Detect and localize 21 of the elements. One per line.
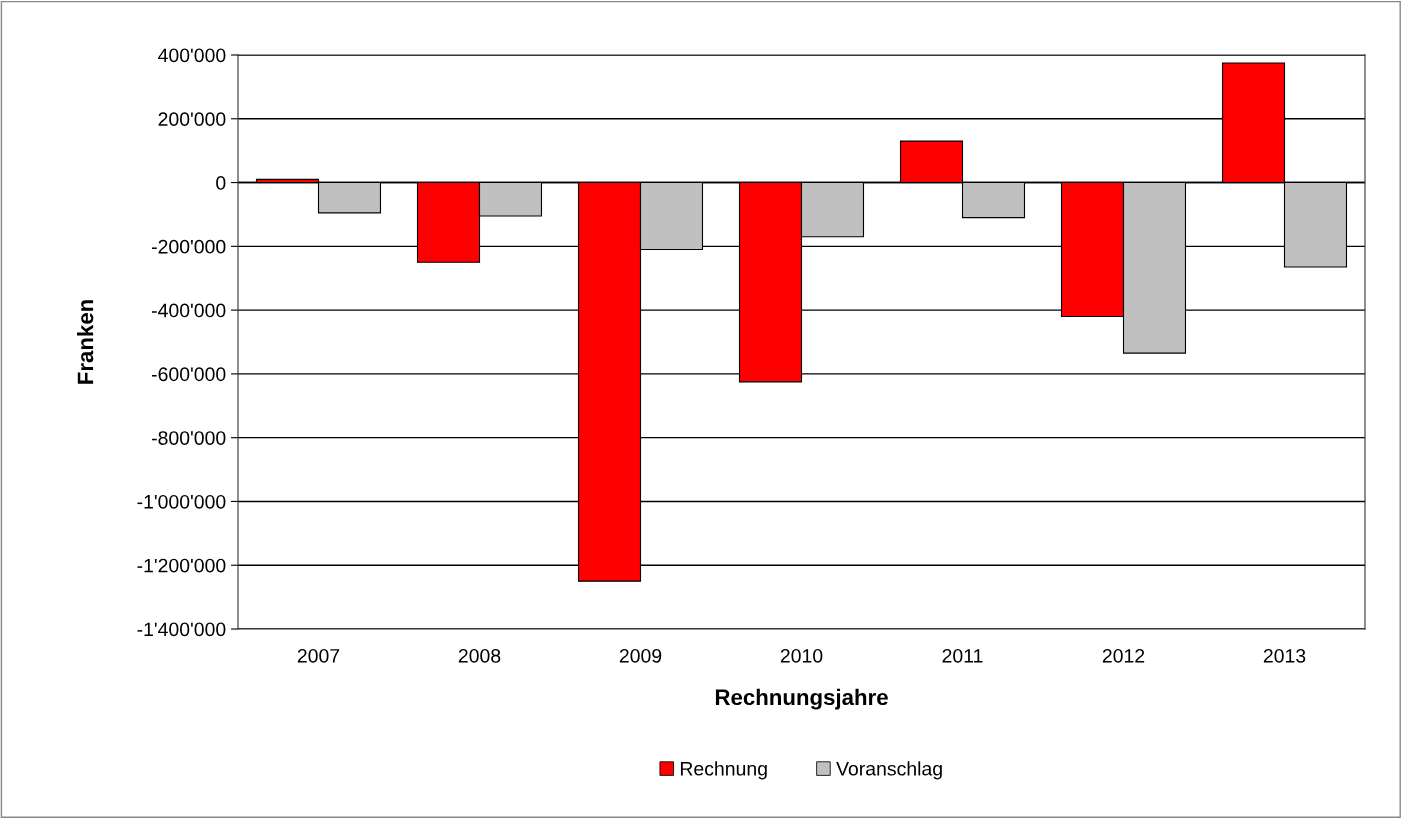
- y-tick-label: -600'000: [151, 367, 226, 382]
- y-tick-label: -1'400'000: [137, 622, 226, 637]
- x-tick-label: 2012: [1102, 648, 1145, 663]
- legend-label: Rechnung: [680, 761, 767, 780]
- y-tick-label: 200'000: [158, 112, 226, 127]
- y-tick-label: -800'000: [151, 431, 226, 445]
- x-tick-label: 2011: [942, 648, 983, 663]
- legend-label: Voranschlag: [836, 761, 942, 780]
- x-axis-title: Rechnungsjahre: [715, 688, 888, 710]
- y-tick-label: 0: [216, 176, 226, 190]
- y-tick-label: 400'000: [158, 48, 226, 63]
- y-tick-label: -1'000'000: [137, 494, 226, 509]
- y-axis-title: Franken: [77, 300, 94, 384]
- x-tick-label: 2007: [297, 648, 340, 663]
- y-tick-label: -400'000: [151, 303, 226, 318]
- x-tick-label: 2008: [458, 648, 501, 663]
- x-tick-label: 2013: [1263, 648, 1306, 663]
- y-tick-label: -1'200'000: [137, 558, 226, 573]
- x-tick-label: 2009: [619, 648, 662, 663]
- y-tick-label: -200'000: [151, 239, 226, 254]
- x-tick-label: 2010: [780, 648, 823, 663]
